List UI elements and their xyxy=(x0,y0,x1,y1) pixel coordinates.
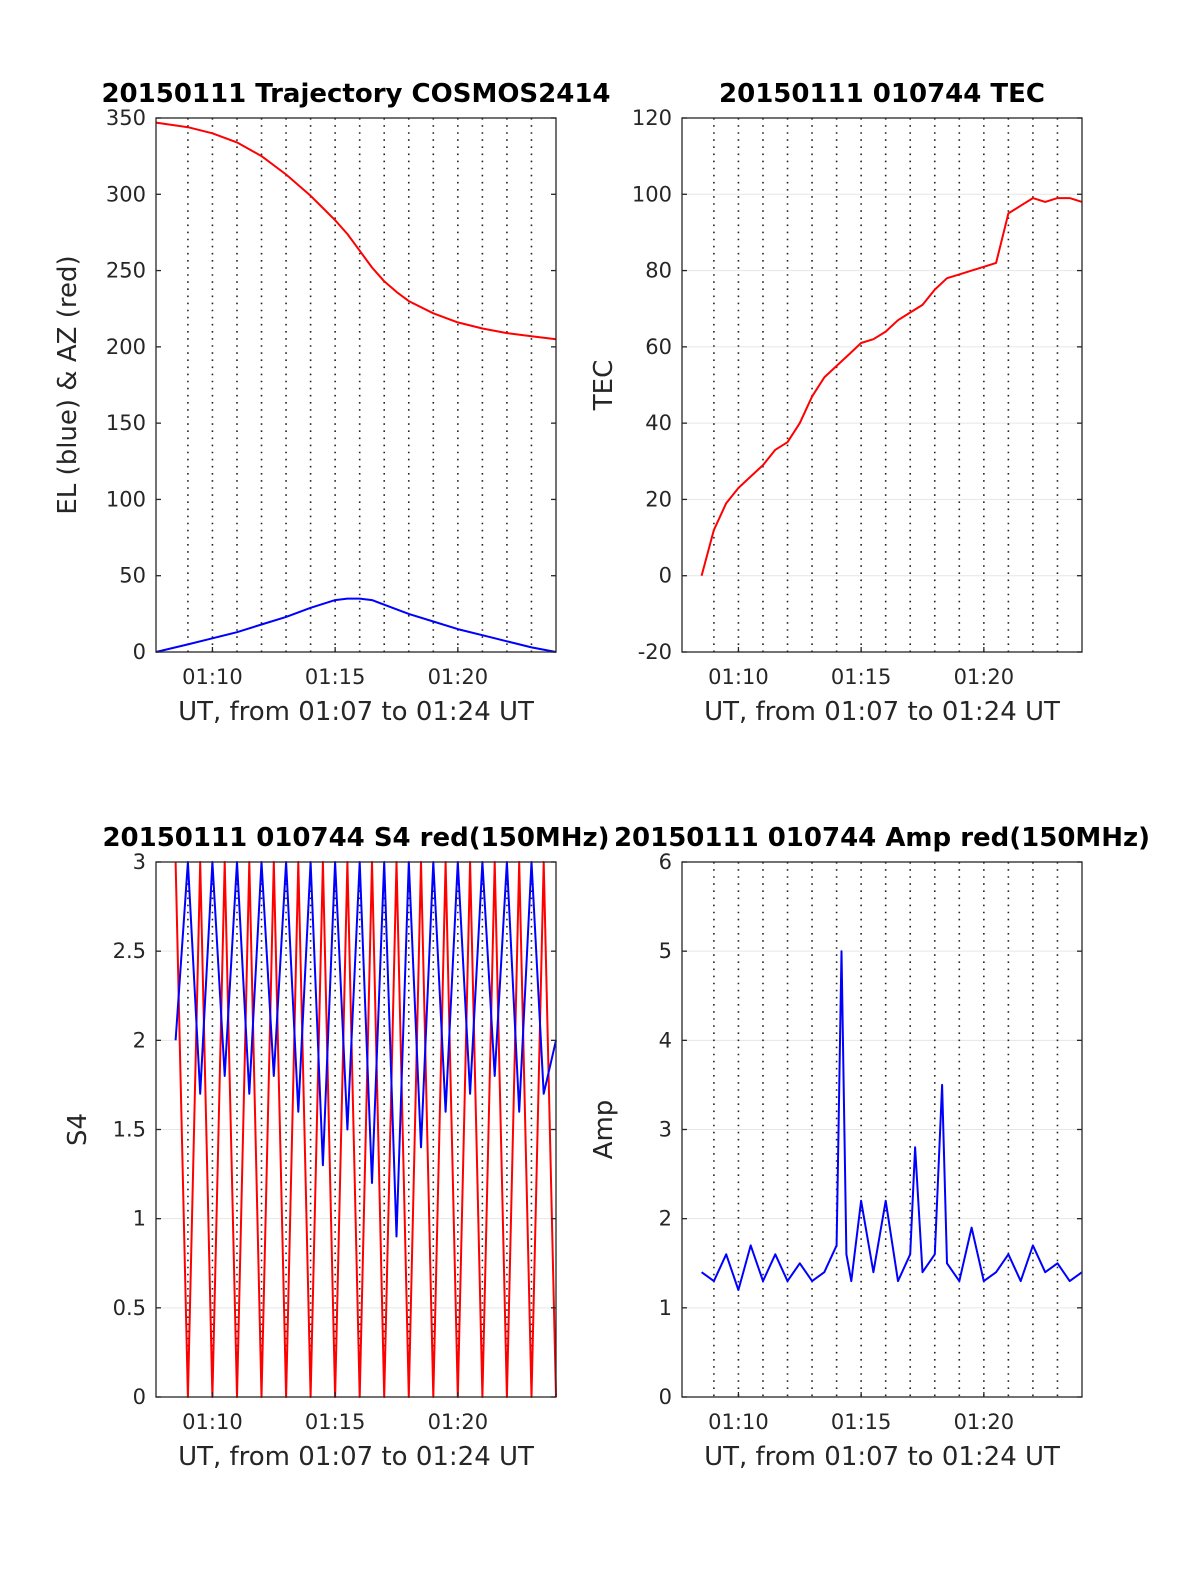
y-tick-label: 2 xyxy=(133,1028,146,1052)
series-line-1 xyxy=(174,861,557,1398)
y-tick-label: 3 xyxy=(659,1118,672,1142)
y-tick-label: 150 xyxy=(106,411,146,435)
x-tick-label: 01:10 xyxy=(182,1410,243,1434)
y-tick-label: 40 xyxy=(645,411,672,435)
y-tick-label: 0 xyxy=(659,1385,672,1409)
y-tick-label: 4 xyxy=(659,1028,672,1052)
chart-title: 20150111 010744 S4 red(150MHz) xyxy=(102,823,609,853)
x-tick-label: 01:15 xyxy=(831,1410,892,1434)
chart-panel-2: -20 0 20 40 60 80 100 120 01:10 01:15 01:20 2015011… xyxy=(589,79,1083,727)
axes-box xyxy=(681,117,1083,653)
chart-title: 20150111 010744 Amp red(150MHz) xyxy=(614,823,1150,853)
plot-area xyxy=(682,118,1082,652)
x-tick-label: 01:20 xyxy=(428,1410,489,1434)
y-tick-label: 2 xyxy=(659,1207,672,1231)
y-tick-label: 80 xyxy=(645,259,672,283)
plot-area xyxy=(156,118,556,652)
y-tick-label: 5 xyxy=(659,939,672,963)
x-axis-label: UT, from 01:07 to 01:24 UT xyxy=(704,1442,1060,1472)
y-tick-label: 1 xyxy=(133,1207,146,1231)
y-tick-label: 250 xyxy=(106,259,146,283)
axes-box xyxy=(155,117,557,653)
x-tick-label: 01:10 xyxy=(182,665,243,689)
y-axis-label: TEC xyxy=(589,360,619,411)
y-tick-label: 20 xyxy=(645,487,672,511)
chart-panel-1: 0 50 100 150 200 250 300 350 01:10 01:15 01:20 2015… xyxy=(53,79,611,727)
series-line-1 xyxy=(700,197,1083,576)
y-tick-label: 100 xyxy=(106,487,146,511)
x-tick-label: 01:20 xyxy=(954,665,1015,689)
y-tick-label: 0 xyxy=(133,1385,146,1409)
x-tick-label: 01:15 xyxy=(831,665,892,689)
y-tick-label: 350 xyxy=(106,106,146,130)
x-tick-label: 01:10 xyxy=(708,665,769,689)
x-tick-label: 01:10 xyxy=(708,1410,769,1434)
y-tick-label: 1 xyxy=(659,1296,672,1320)
y-tick-label: -20 xyxy=(638,640,672,664)
x-tick-label: 01:15 xyxy=(305,1410,366,1434)
y-tick-label: 0 xyxy=(659,564,672,588)
y-axis-label: S4 xyxy=(63,1113,93,1146)
x-axis-label: UT, from 01:07 to 01:24 UT xyxy=(704,697,1060,727)
series-line-1 xyxy=(155,121,557,341)
y-tick-label: 50 xyxy=(119,564,146,588)
chart-panel-4: 0 1 2 3 4 5 6 01:10 01:15 01:20 20150111 010744 Am… xyxy=(589,823,1150,1472)
series-line-2 xyxy=(155,597,557,653)
x-axis-label: UT, from 01:07 to 01:24 UT xyxy=(178,1442,534,1472)
chart-title: 20150111 010744 TEC xyxy=(719,79,1045,109)
chart-title: 20150111 Trajectory COSMOS2414 xyxy=(101,79,610,109)
y-tick-label: 2.5 xyxy=(113,939,146,963)
y-axis-label: EL (blue) & AZ (red) xyxy=(53,255,83,514)
y-axis-label: Amp xyxy=(589,1100,619,1160)
x-tick-label: 01:20 xyxy=(428,665,489,689)
y-tick-label: 1.5 xyxy=(113,1118,146,1142)
chart-panel-3: 0 0.5 1 1.5 2 2.5 3 01:10 01:15 01:20 20150111 010… xyxy=(63,823,610,1472)
y-tick-label: 60 xyxy=(645,335,672,359)
x-axis-label: UT, from 01:07 to 01:24 UT xyxy=(178,697,534,727)
y-tick-label: 6 xyxy=(659,850,672,874)
x-tick-label: 01:15 xyxy=(305,665,366,689)
y-tick-label: 0.5 xyxy=(113,1296,146,1320)
y-tick-label: 300 xyxy=(106,182,146,206)
y-tick-label: 200 xyxy=(106,335,146,359)
y-tick-label: 0 xyxy=(133,640,146,664)
series-line-1 xyxy=(701,950,1083,1291)
y-tick-label: 120 xyxy=(632,106,672,130)
y-tick-label: 3 xyxy=(133,850,146,874)
x-tick-label: 01:20 xyxy=(954,1410,1015,1434)
series-line-2 xyxy=(174,861,557,1238)
y-tick-label: 100 xyxy=(632,182,672,206)
